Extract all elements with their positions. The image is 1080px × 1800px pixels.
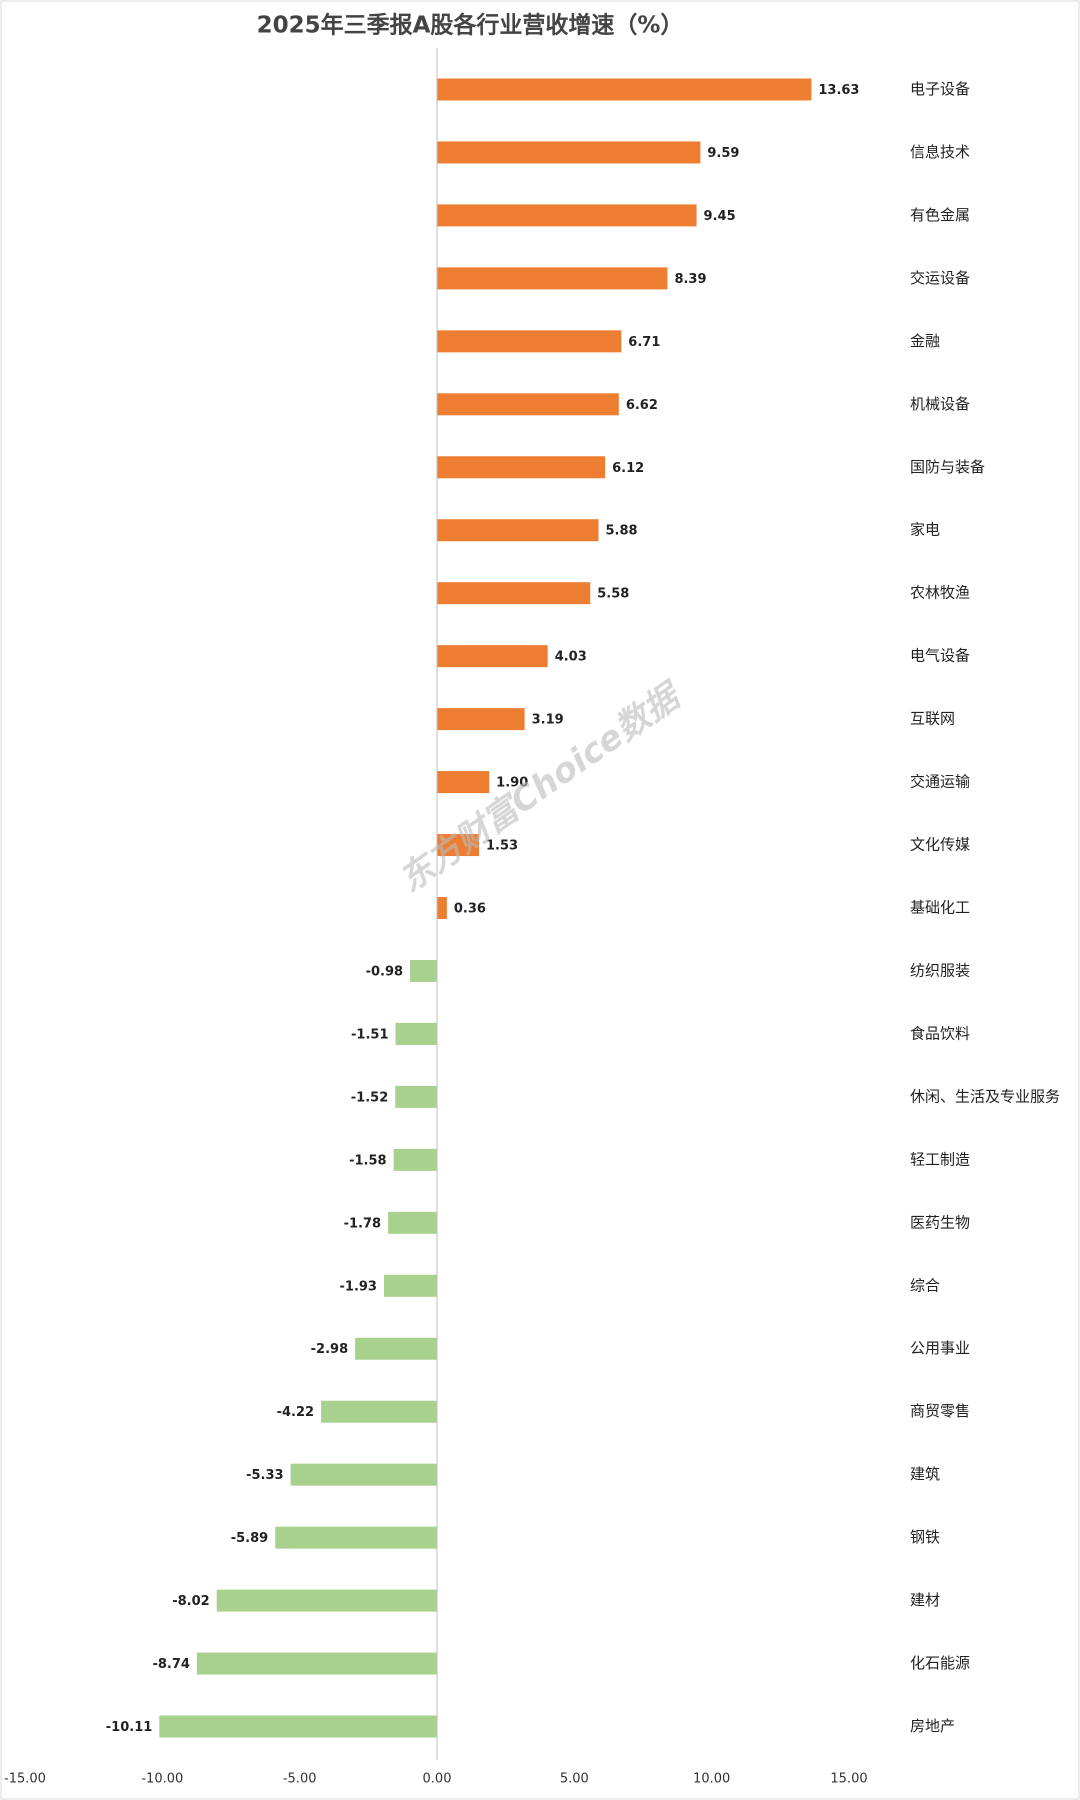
x-tick-label: 5.00 xyxy=(560,1772,589,1787)
value-label: -8.02 xyxy=(172,1594,209,1609)
value-label: 5.58 xyxy=(597,587,629,602)
value-label: 1.90 xyxy=(496,776,528,791)
category-label: 互联网 xyxy=(910,710,955,728)
value-label: 13.63 xyxy=(818,83,859,98)
value-label: -8.74 xyxy=(152,1657,189,1672)
category-label: 综合 xyxy=(910,1276,940,1294)
bar xyxy=(388,1211,437,1234)
value-label: 6.62 xyxy=(626,398,658,413)
value-label: -1.93 xyxy=(340,1279,377,1294)
value-label: 6.71 xyxy=(628,335,660,350)
value-label: 9.45 xyxy=(704,209,736,224)
value-label: -10.11 xyxy=(106,1720,153,1735)
bar xyxy=(437,771,490,794)
category-label: 食品饮料 xyxy=(910,1024,970,1042)
bar xyxy=(321,1400,437,1423)
bar xyxy=(437,330,622,353)
category-label: 商贸零售 xyxy=(910,1402,970,1420)
bar xyxy=(383,1274,437,1297)
bar xyxy=(437,204,697,227)
category-label: 交运设备 xyxy=(910,269,970,287)
category-label: 建材 xyxy=(910,1591,940,1609)
bar xyxy=(410,959,437,982)
category-label: 农林牧渔 xyxy=(910,584,970,602)
bar xyxy=(437,582,591,605)
chart-title: 2025年三季报A股各行业营收增速（%） xyxy=(257,12,684,39)
bar xyxy=(437,393,619,416)
category-label: 纺织服装 xyxy=(910,961,970,979)
value-label: 4.03 xyxy=(555,650,587,665)
value-label: 6.12 xyxy=(612,461,644,476)
bar xyxy=(437,834,480,857)
value-label: 0.36 xyxy=(454,902,486,917)
bar xyxy=(290,1463,437,1486)
bar xyxy=(159,1715,437,1738)
x-tick-label: -15.00 xyxy=(4,1772,46,1787)
bar xyxy=(437,141,701,164)
value-label: -2.98 xyxy=(311,1342,348,1357)
category-label: 家电 xyxy=(910,521,940,539)
value-label: 8.39 xyxy=(674,272,706,287)
x-tick-label: 0.00 xyxy=(423,1772,452,1787)
bar xyxy=(216,1589,437,1612)
x-tick-label: 15.00 xyxy=(830,1772,867,1787)
category-label: 钢铁 xyxy=(910,1528,940,1546)
bar xyxy=(196,1652,437,1675)
category-label: 基础化工 xyxy=(910,899,970,917)
category-label: 信息技术 xyxy=(910,143,970,161)
bar xyxy=(395,1022,437,1045)
category-label: 化石能源 xyxy=(910,1654,970,1672)
bar xyxy=(395,1085,437,1108)
bar xyxy=(437,456,606,479)
value-label: -4.22 xyxy=(277,1405,314,1420)
value-label: -5.33 xyxy=(246,1468,283,1483)
value-label: -1.52 xyxy=(351,1090,388,1105)
bar xyxy=(437,645,548,668)
category-label: 建筑 xyxy=(910,1465,940,1483)
category-label: 电气设备 xyxy=(910,647,970,665)
value-label: 3.19 xyxy=(532,713,564,728)
bar xyxy=(437,708,525,731)
x-tick-label: -10.00 xyxy=(141,1772,183,1787)
value-label: -5.89 xyxy=(231,1531,268,1546)
category-label: 公用事业 xyxy=(910,1339,970,1357)
category-label: 机械设备 xyxy=(910,395,970,413)
bar xyxy=(437,78,812,101)
value-label: 5.88 xyxy=(606,524,638,539)
category-label: 医药生物 xyxy=(910,1213,970,1231)
category-label: 轻工制造 xyxy=(910,1150,970,1168)
bar xyxy=(437,519,599,542)
value-label: -1.51 xyxy=(351,1027,388,1042)
value-label: 9.59 xyxy=(707,146,739,161)
x-tick-label: 10.00 xyxy=(693,1772,730,1787)
value-label: -0.98 xyxy=(366,964,403,979)
category-label: 房地产 xyxy=(910,1717,955,1735)
value-label: -1.58 xyxy=(349,1153,386,1168)
category-label: 金融 xyxy=(910,332,940,350)
category-label: 文化传媒 xyxy=(910,836,970,854)
category-label: 有色金属 xyxy=(910,206,970,224)
category-label: 国防与装备 xyxy=(910,458,985,476)
bar xyxy=(275,1526,437,1549)
bar xyxy=(393,1148,437,1171)
category-label: 休闲、生活及专业服务 xyxy=(910,1087,1060,1105)
x-tick-label: -5.00 xyxy=(283,1772,317,1787)
value-label: -1.78 xyxy=(344,1216,381,1231)
bar xyxy=(437,897,447,919)
category-label: 交通运输 xyxy=(910,773,970,791)
bar xyxy=(437,267,668,290)
value-label: 1.53 xyxy=(486,839,518,854)
bar xyxy=(355,1337,437,1360)
category-label: 电子设备 xyxy=(910,80,970,98)
